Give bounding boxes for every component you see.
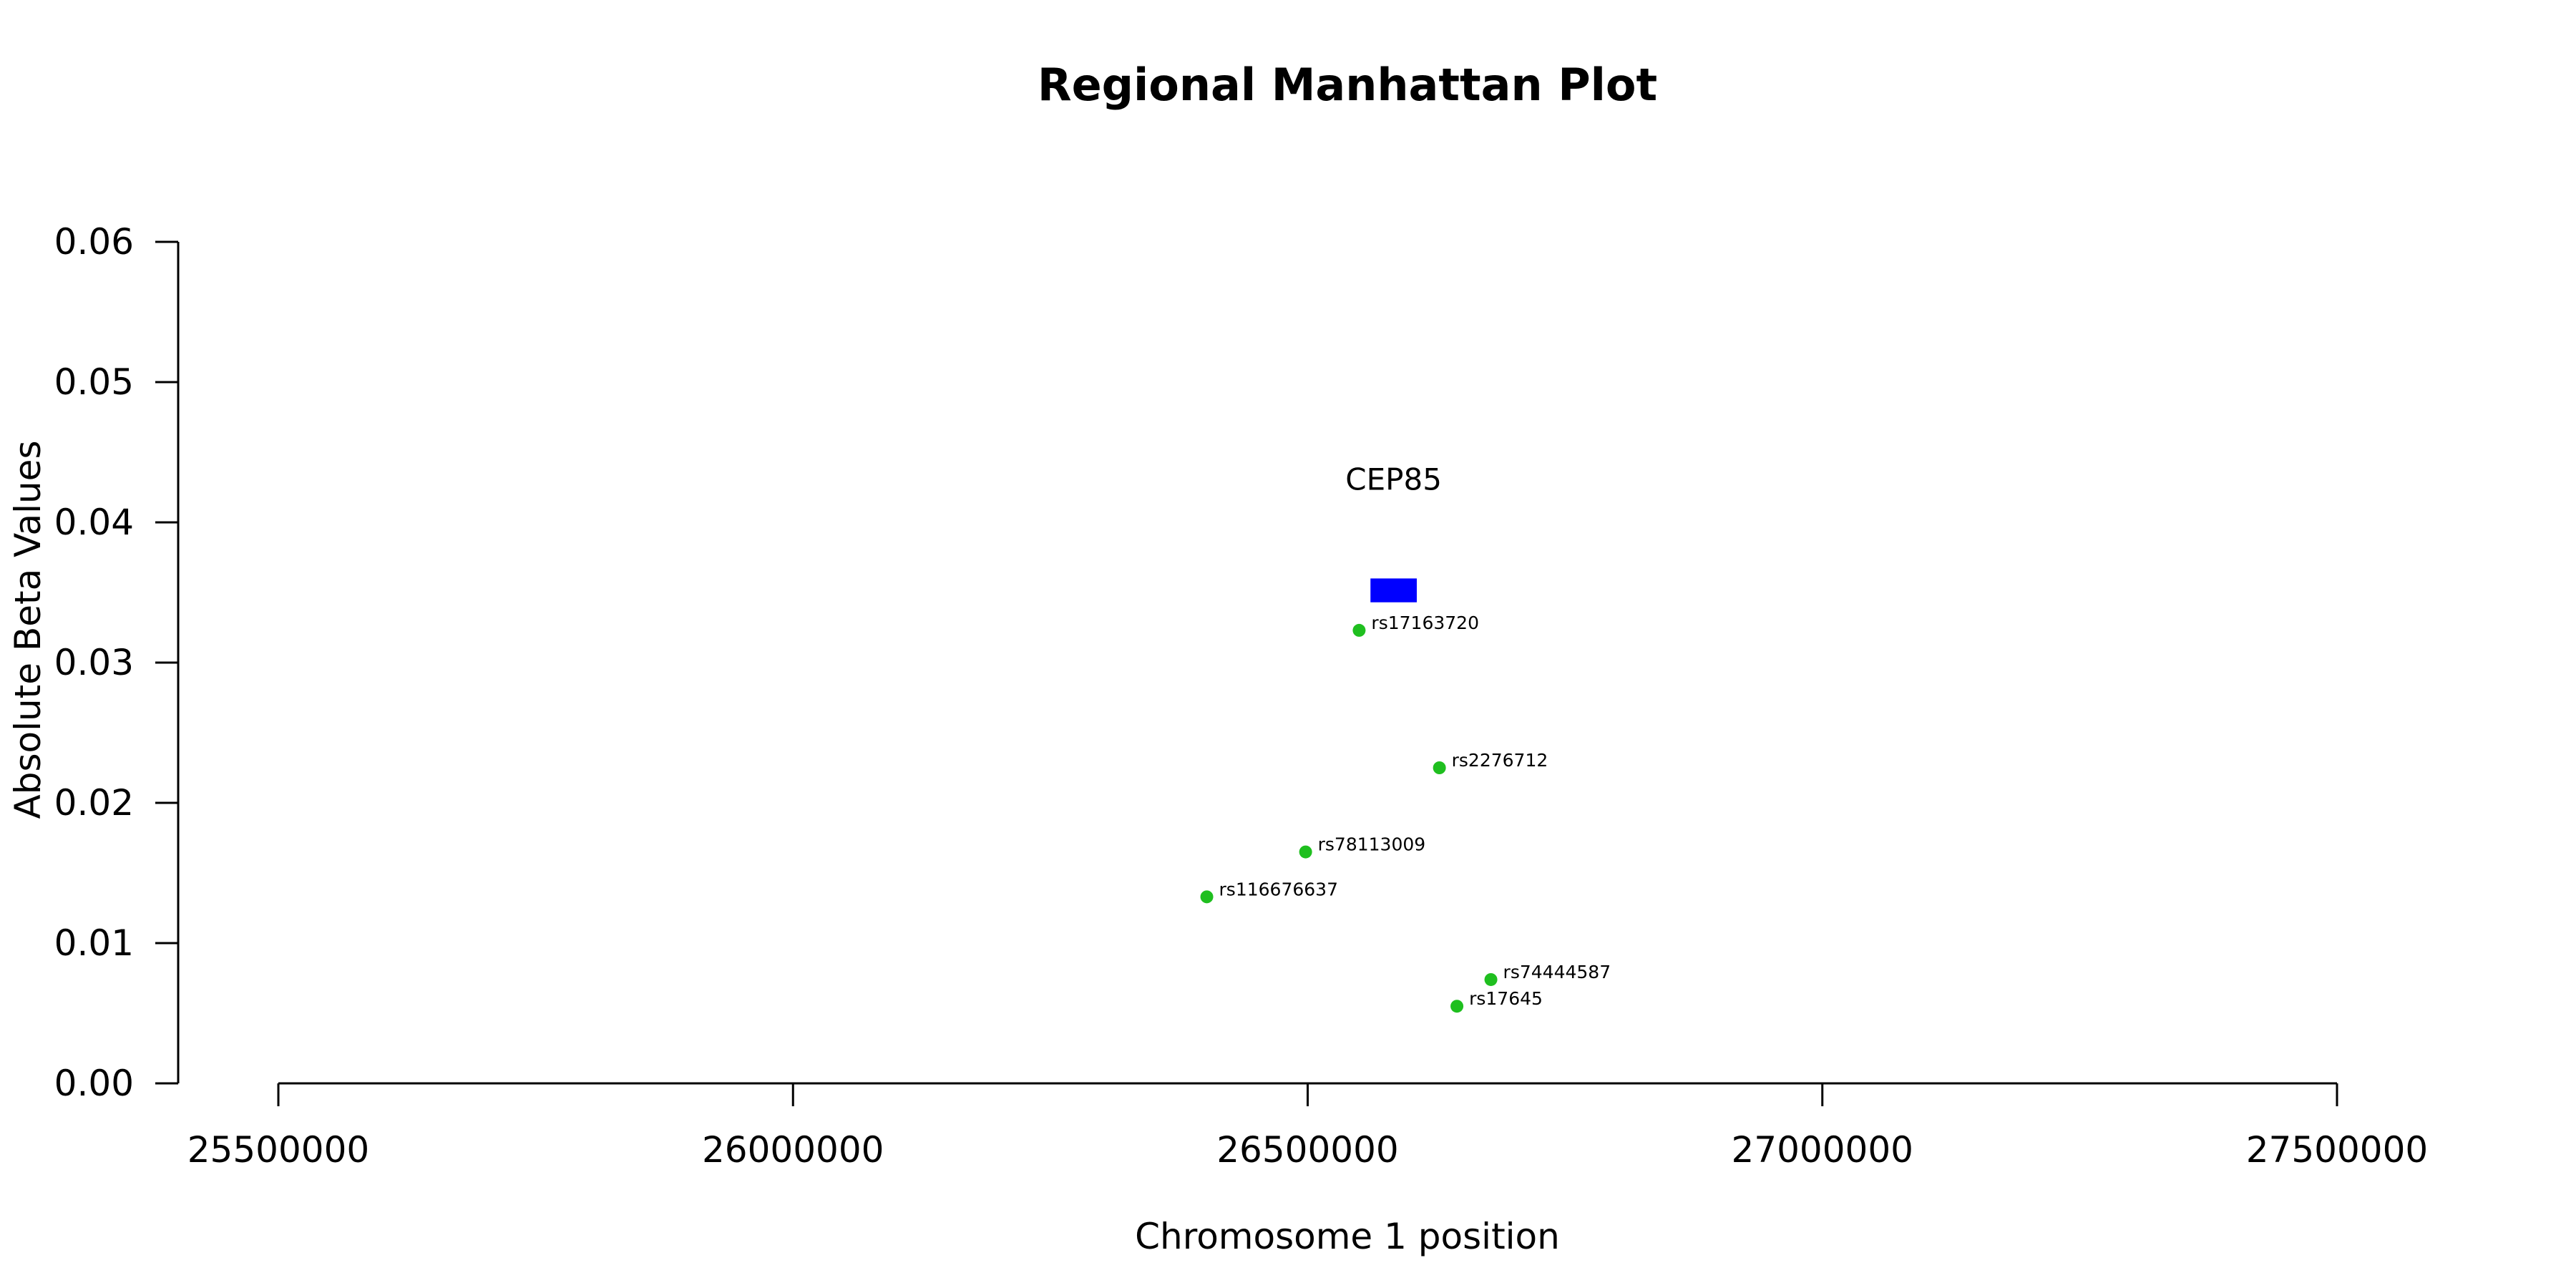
data-point <box>1484 972 1498 986</box>
x-axis-label: Chromosome 1 position <box>1135 1216 1560 1257</box>
point-label: rs116676637 <box>1219 879 1338 899</box>
x-tick-label: 27500000 <box>2246 1129 2429 1171</box>
x-tick-label: 26500000 <box>1216 1129 1399 1171</box>
y-tick-label: 0.01 <box>54 922 134 964</box>
gene-layer: CEP85 <box>1345 462 1442 602</box>
gene-label: CEP85 <box>1345 462 1442 497</box>
y-axis-label: Absolute Beta Values <box>7 441 49 819</box>
points-layer: rs17163720 rs2276712 rs78113009 rs116676637… <box>1200 613 1611 1013</box>
data-point <box>1433 761 1446 774</box>
data-point <box>1299 845 1312 859</box>
y-tick-label: 0.04 <box>54 502 134 543</box>
y-tick-label: 0.00 <box>54 1063 134 1104</box>
x-axis: 25500000 26000000 26500000 27000000 27500000 <box>187 1082 2429 1171</box>
point-label: rs2276712 <box>1452 750 1548 771</box>
y-tick-label: 0.02 <box>54 782 134 824</box>
y-tick-label: 0.03 <box>54 642 134 683</box>
x-tick-label: 25500000 <box>187 1129 370 1171</box>
point-label: rs74444587 <box>1503 962 1611 982</box>
point-label: rs17163720 <box>1371 613 1479 633</box>
point-label: rs78113009 <box>1318 834 1426 855</box>
y-axis: 0.00 0.01 0.02 0.03 0.04 0.05 0.06 <box>54 221 180 1104</box>
data-point <box>1200 890 1214 904</box>
gene-box <box>1370 578 1417 602</box>
x-tick-label: 27000000 <box>1732 1129 1914 1171</box>
x-tick-label: 26000000 <box>702 1129 884 1171</box>
point-label: rs17645 <box>1469 988 1543 1009</box>
data-point <box>1450 1000 1464 1013</box>
chart-title: Regional Manhattan Plot <box>1038 59 1657 111</box>
data-point <box>1352 623 1366 637</box>
y-tick-label: 0.05 <box>54 361 134 403</box>
y-tick-label: 0.06 <box>54 221 134 263</box>
